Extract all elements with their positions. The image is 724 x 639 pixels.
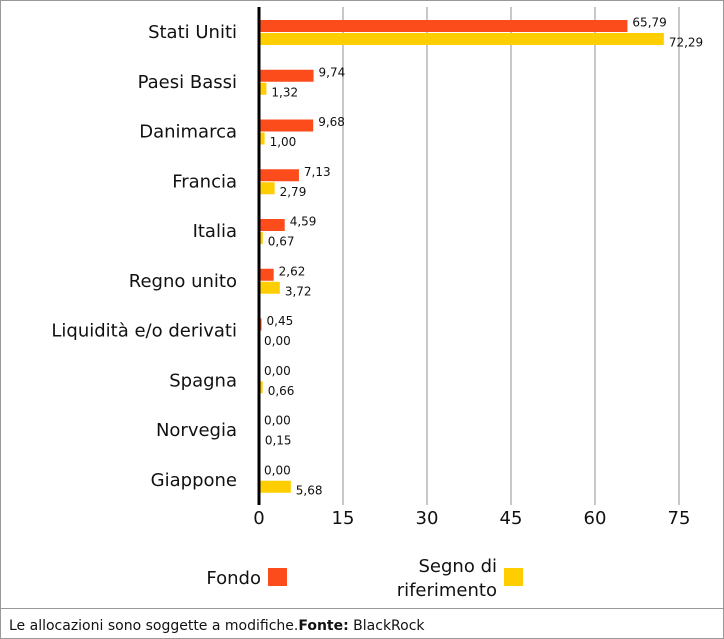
bar bbox=[259, 119, 314, 132]
bar bbox=[259, 480, 291, 493]
value-label: 9,74 bbox=[319, 65, 346, 79]
y-tick-label: Giappone bbox=[151, 470, 237, 491]
y-tick-label: Paesi Bassi bbox=[138, 72, 237, 93]
value-label: 3,72 bbox=[285, 284, 312, 298]
source-label: Fonte: bbox=[298, 618, 349, 634]
y-tick-label: Francia bbox=[172, 171, 237, 192]
value-label: 1,32 bbox=[271, 85, 298, 99]
value-label: 0,66 bbox=[268, 384, 295, 398]
y-tick-label: Regno unito bbox=[129, 271, 237, 292]
bar bbox=[259, 381, 263, 394]
y-tick-label: Norvegia bbox=[156, 420, 237, 441]
value-label: 0,00 bbox=[264, 364, 291, 378]
legend-swatch bbox=[268, 568, 287, 586]
footnote: Le allocazioni sono soggette a modifiche… bbox=[1, 608, 723, 634]
value-label: 4,59 bbox=[290, 215, 317, 229]
x-tick-label: 0 bbox=[253, 508, 264, 529]
bar bbox=[259, 232, 263, 244]
bar bbox=[259, 20, 628, 32]
value-label: 0,00 bbox=[264, 463, 291, 477]
value-label: 5,68 bbox=[296, 483, 323, 497]
value-label: 0,45 bbox=[267, 314, 294, 328]
x-tick-label: 15 bbox=[332, 508, 355, 529]
value-label: 7,13 bbox=[304, 165, 331, 179]
value-label: 0,00 bbox=[264, 334, 291, 348]
value-label: 1,00 bbox=[270, 135, 297, 149]
legend-label: Fondo bbox=[206, 568, 261, 589]
footnote-text: Le allocazioni sono soggette a modifiche… bbox=[9, 618, 299, 634]
y-tick-label: Spagna bbox=[169, 370, 237, 391]
bar bbox=[259, 33, 664, 45]
y-tick-label: Stati Uniti bbox=[148, 22, 237, 43]
bar bbox=[259, 132, 265, 145]
bar bbox=[259, 82, 267, 95]
x-tick-label: 60 bbox=[584, 508, 607, 529]
bar bbox=[259, 281, 280, 294]
value-label: 72,29 bbox=[669, 36, 703, 50]
value-label: 9,68 bbox=[318, 115, 345, 129]
legend-label: Segno di riferimento bbox=[396, 556, 497, 601]
x-tick-label: 45 bbox=[500, 508, 523, 529]
x-tick-label: 30 bbox=[416, 508, 439, 529]
source: BlackRock bbox=[348, 618, 425, 634]
value-label: 0,15 bbox=[265, 434, 292, 448]
bar bbox=[259, 219, 285, 231]
value-label: 2,62 bbox=[279, 264, 306, 278]
bar bbox=[259, 169, 299, 182]
y-tick-label: Italia bbox=[193, 221, 237, 242]
value-label: 2,79 bbox=[280, 185, 307, 199]
value-label: 0,00 bbox=[264, 414, 291, 428]
value-label: 65,79 bbox=[632, 16, 666, 30]
y-tick-label: Liquidità e/o derivati bbox=[51, 321, 237, 342]
y-tick-label: Danimarca bbox=[139, 122, 237, 143]
bar bbox=[259, 182, 275, 195]
bar bbox=[259, 268, 274, 281]
legend-swatch bbox=[504, 568, 523, 586]
x-tick-label: 75 bbox=[668, 508, 691, 529]
bar bbox=[259, 69, 314, 82]
value-label: 0,67 bbox=[268, 235, 295, 249]
